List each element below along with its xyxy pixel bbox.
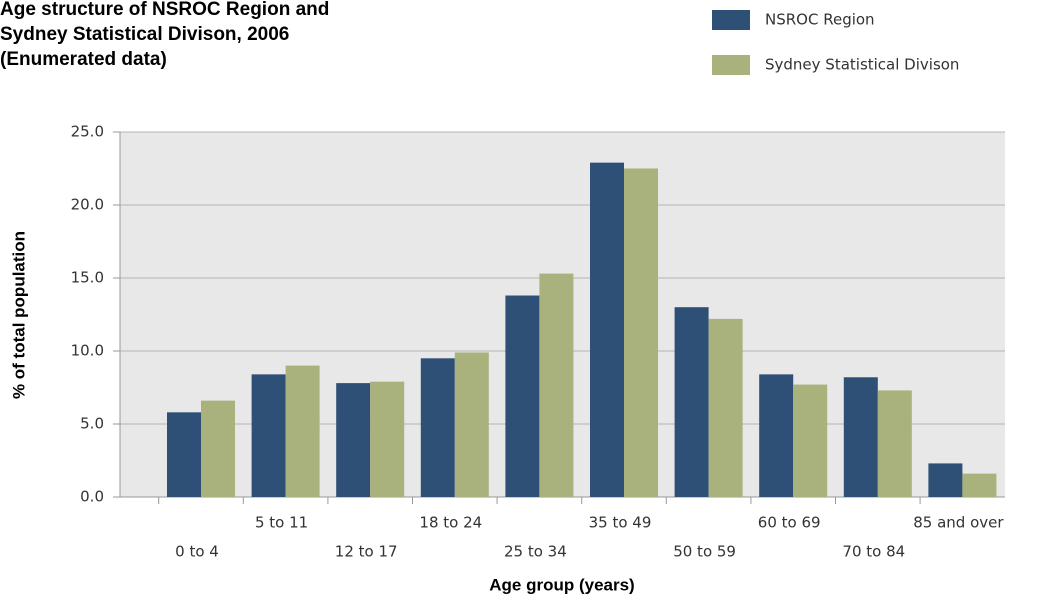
x-tick-label: 18 to 24 bbox=[419, 514, 482, 532]
bar bbox=[590, 162, 624, 497]
x-tick-label: 60 to 69 bbox=[758, 514, 821, 532]
y-axis-title: % of total population bbox=[9, 231, 28, 399]
x-axis-title: Age group (years) bbox=[489, 575, 634, 594]
y-tick-label: 10.0 bbox=[71, 342, 104, 360]
bar bbox=[505, 295, 540, 497]
x-tick-label: 25 to 34 bbox=[504, 543, 567, 561]
x-tick-label: 5 to 11 bbox=[255, 514, 308, 532]
chart-title: Sydney Statistical Divison, 2006 bbox=[0, 24, 289, 45]
bar bbox=[420, 358, 455, 497]
x-tick-label: 12 to 17 bbox=[335, 543, 398, 561]
legend-swatch bbox=[712, 55, 750, 75]
bar bbox=[251, 374, 286, 497]
bar bbox=[928, 463, 963, 497]
bar bbox=[454, 352, 489, 497]
bar bbox=[167, 412, 201, 497]
x-tick-label: 50 to 59 bbox=[673, 543, 736, 561]
x-tick-label: 70 to 84 bbox=[842, 543, 905, 561]
bar bbox=[674, 307, 709, 497]
bar bbox=[201, 400, 235, 497]
bar bbox=[539, 273, 574, 497]
y-tick-label: 15.0 bbox=[71, 269, 104, 287]
x-tick-label: 35 to 49 bbox=[589, 514, 652, 532]
y-tick-label: 0.0 bbox=[80, 488, 104, 506]
bar bbox=[708, 318, 743, 497]
bar bbox=[759, 374, 794, 497]
x-tick-label: 0 to 4 bbox=[175, 543, 219, 561]
bar bbox=[624, 168, 658, 497]
legend-label: NSROC Region bbox=[765, 11, 875, 29]
bar bbox=[843, 377, 878, 497]
legend-swatch bbox=[712, 10, 750, 30]
bar bbox=[877, 390, 912, 497]
chart-title: (Enumerated data) bbox=[0, 49, 167, 70]
bar bbox=[793, 384, 828, 497]
bar bbox=[285, 365, 320, 497]
y-tick-label: 20.0 bbox=[71, 196, 104, 214]
legend-label: Sydney Statistical Divison bbox=[765, 56, 959, 74]
bar bbox=[336, 383, 371, 497]
y-tick-label: 5.0 bbox=[80, 415, 104, 433]
bar bbox=[962, 473, 997, 497]
bar bbox=[370, 381, 405, 497]
chart-title: Age structure of NSROC Region and bbox=[0, 0, 329, 20]
y-tick-label: 25.0 bbox=[71, 123, 104, 141]
x-tick-label: 85 and over bbox=[913, 514, 1004, 532]
